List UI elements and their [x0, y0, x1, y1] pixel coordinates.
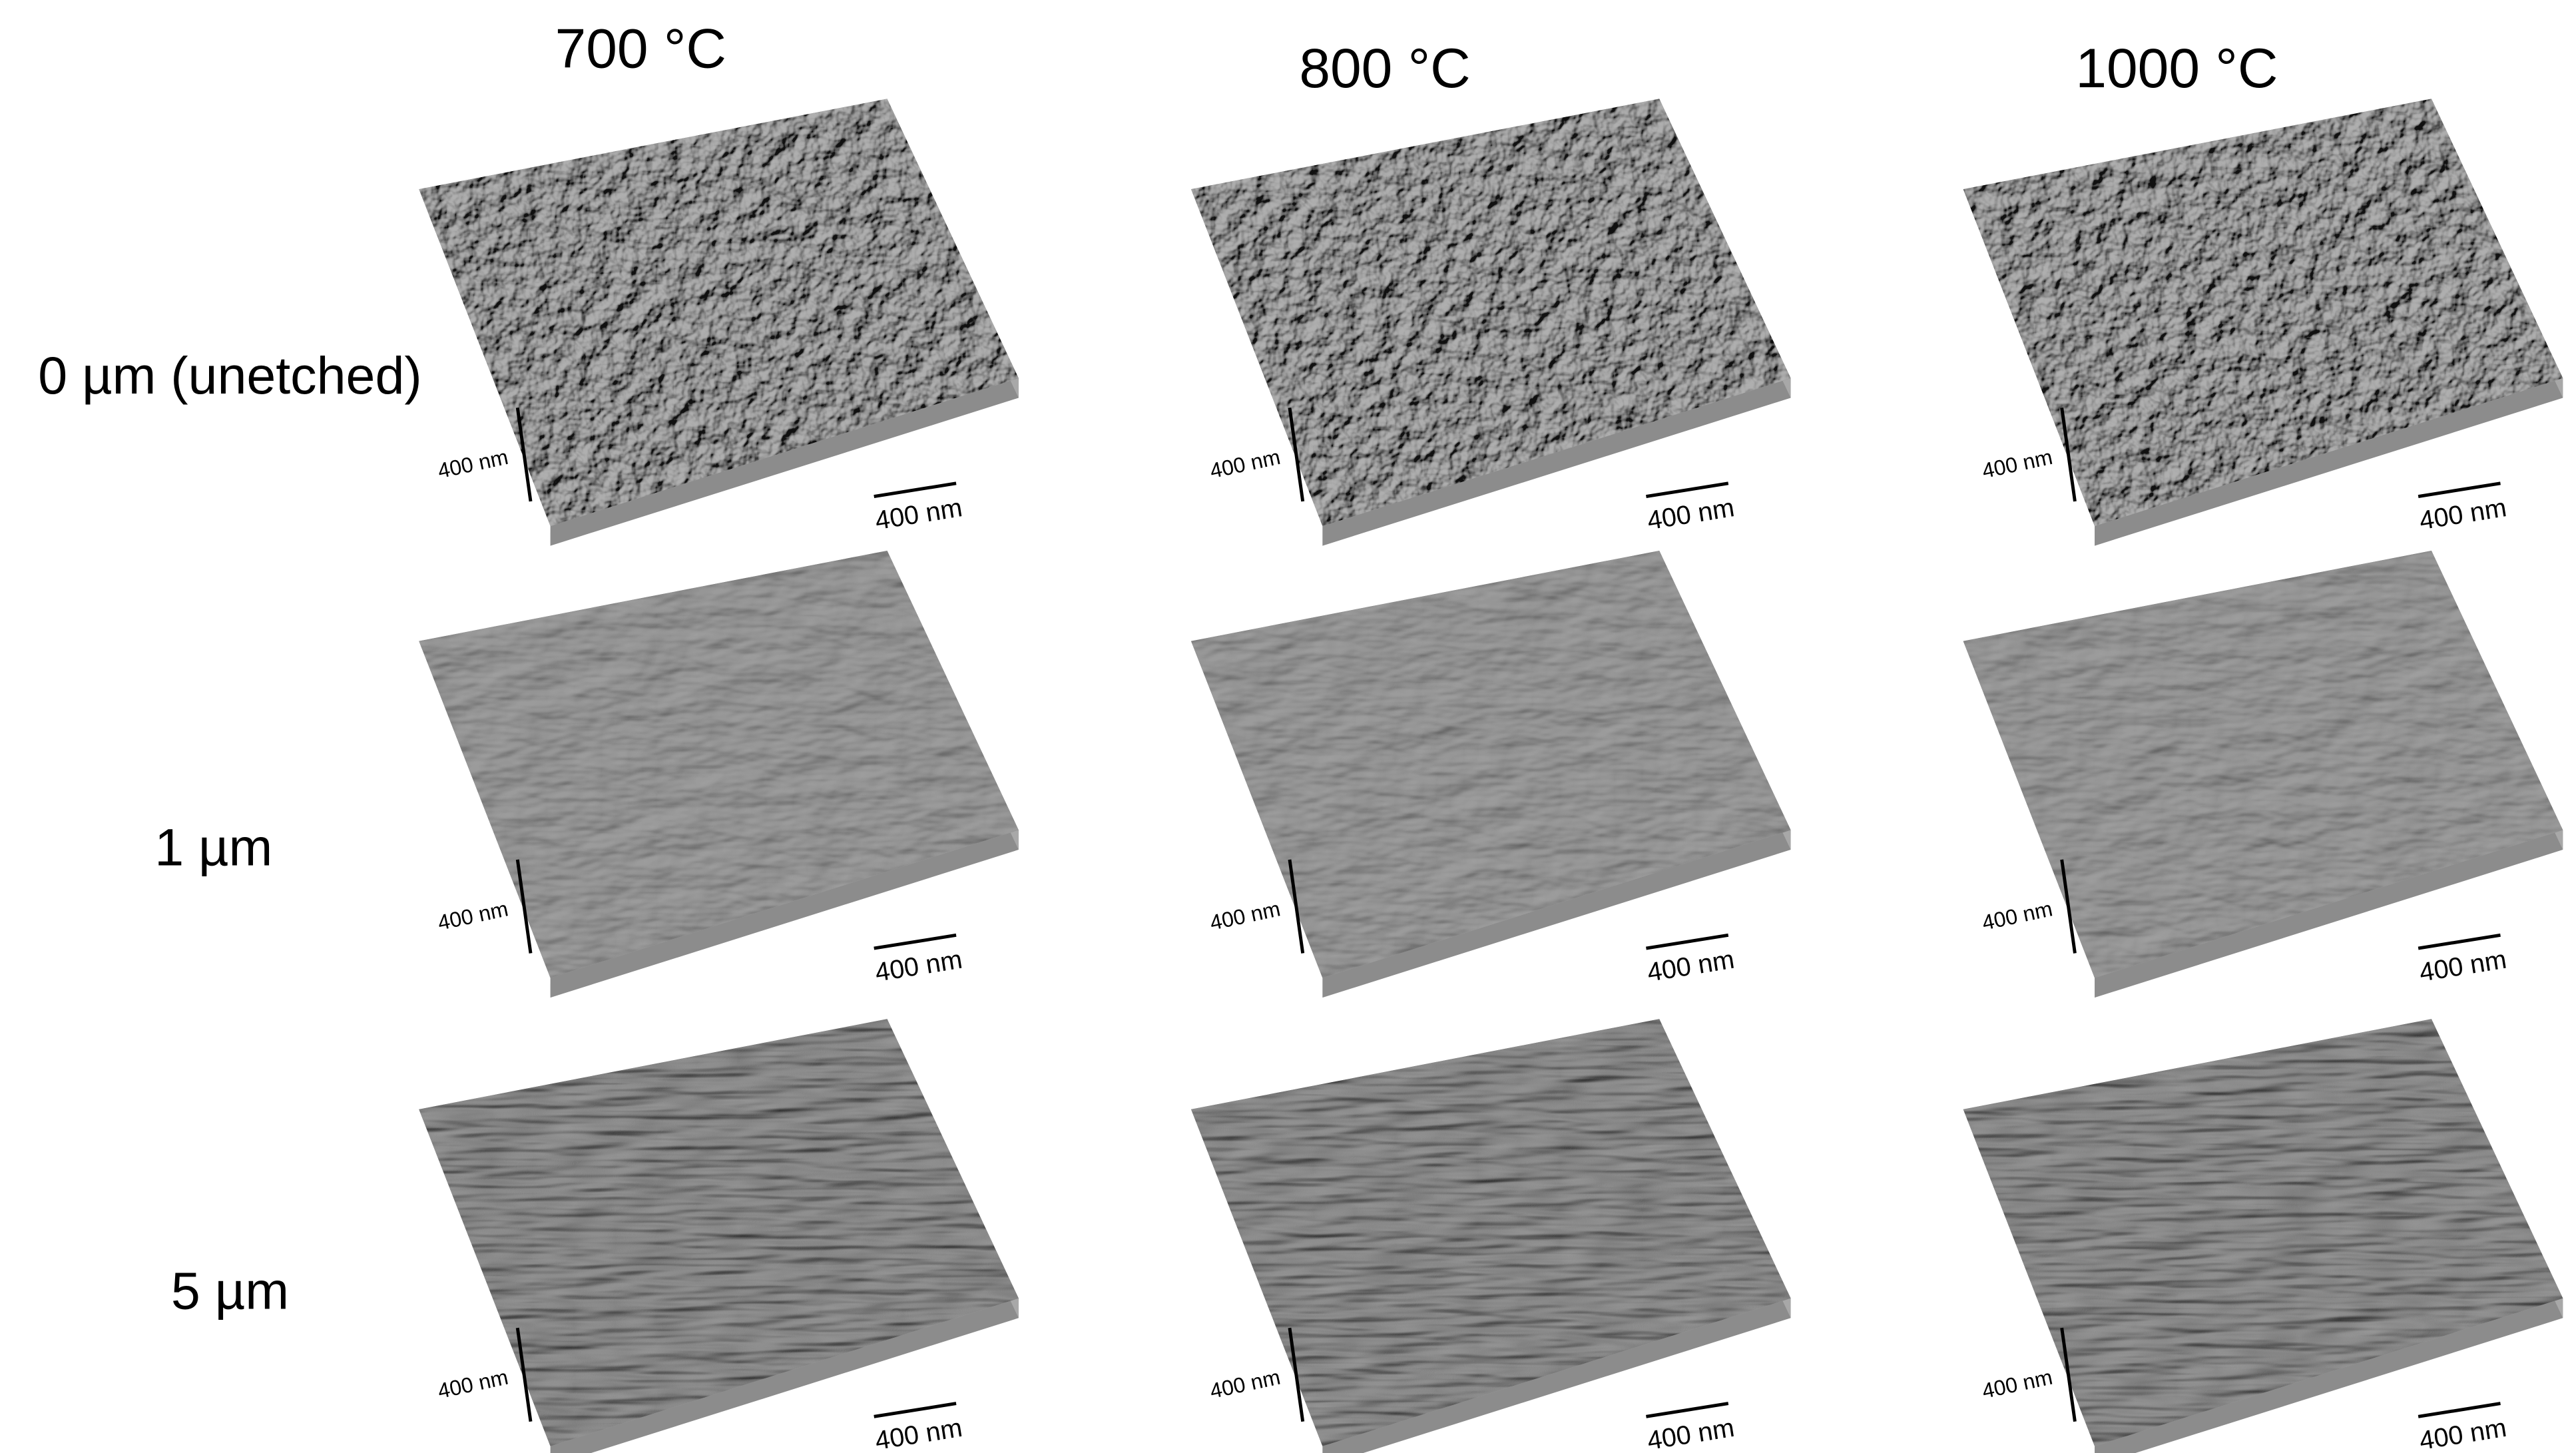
xy-scale-bar [1646, 1404, 1728, 1417]
z-scale-label: 400 nm [1980, 896, 2055, 934]
xy-scale-label: 400 nm [2418, 493, 2509, 535]
xy-scale-label: 400 nm [873, 945, 964, 988]
xy-scale-bar [2418, 1404, 2500, 1417]
xy-scale-bar [874, 935, 956, 948]
afm-panel: 400 nm 400 nm [1963, 551, 2563, 998]
z-scale-label: 400 nm [1208, 1365, 1282, 1403]
z-scale-label: 400 nm [1208, 445, 1282, 483]
afm-panel: 400 nm 400 nm [1963, 1019, 2563, 1453]
xy-scale-label: 400 nm [873, 1413, 964, 1453]
afm-panel: 400 nm 400 nm [419, 551, 1019, 998]
column-header: 800 °C [1299, 37, 1470, 99]
afm-panel: 400 nm 400 nm [1191, 1019, 1791, 1453]
xy-scale-label: 400 nm [1645, 493, 1736, 535]
z-scale-label: 400 nm [435, 1365, 510, 1403]
z-scale-label: 400 nm [1208, 896, 1282, 934]
xy-scale-label: 400 nm [873, 493, 964, 535]
column-header: 1000 °C [2075, 37, 2278, 99]
xy-scale-label: 400 nm [1645, 945, 1736, 988]
xy-scale-bar [1646, 483, 1728, 497]
xy-scale-label: 400 nm [2418, 945, 2509, 988]
z-scale-label: 400 nm [435, 445, 510, 483]
row-label: 1 µm [154, 818, 272, 876]
z-scale-label: 400 nm [1980, 445, 2055, 483]
z-scale-label: 400 nm [435, 896, 510, 934]
xy-scale-label: 400 nm [1645, 1413, 1736, 1453]
row-label: 5 µm [171, 1262, 289, 1320]
figure: 700 °C 800 °C 1000 °C 0 µm (unetched) 1 µm 5 … [0, 0, 2576, 1453]
afm-panel: 400 nm 400 nm [1963, 99, 2563, 545]
page: {"columns": ["700 °C", "800 °C", "1000 °… [0, 0, 2576, 1453]
xy-scale-bar [874, 1404, 956, 1417]
afm-panel: 400 nm 400 nm [419, 1019, 1019, 1453]
z-scale-label: 400 nm [1980, 1365, 2055, 1403]
column-header: 700 °C [555, 17, 726, 79]
xy-scale-bar [2418, 483, 2500, 497]
xy-scale-bar [2418, 935, 2500, 948]
xy-scale-bar [874, 483, 956, 497]
afm-panel: 400 nm 400 nm [1191, 551, 1791, 998]
row-label: 0 µm (unetched) [38, 346, 421, 405]
xy-scale-bar [1646, 935, 1728, 948]
afm-panel: 400 nm 400 nm [419, 99, 1019, 545]
xy-scale-label: 400 nm [2418, 1413, 2509, 1453]
afm-panel: 400 nm 400 nm [1191, 99, 1791, 545]
